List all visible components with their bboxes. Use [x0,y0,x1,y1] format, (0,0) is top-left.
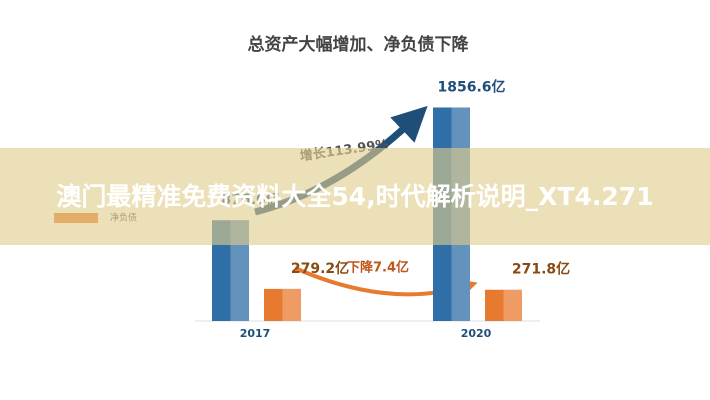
value-label: 271.8亿 [512,261,570,278]
bar-highlight [230,220,249,321]
value-label: 1856.6亿 [437,78,505,95]
bar-highlight [503,289,522,321]
chart-title: 总资产大幅增加、净负债下降 [248,34,470,55]
overlay-banner: 澳门最精准免费资料大全54,时代解析说明_XT4.271 [0,148,710,245]
bar [264,288,301,321]
bar [485,289,522,321]
decline-annotation: 下降7.4亿 [347,260,409,276]
bar-highlight [282,288,301,321]
x-tick-label: 2020 [461,327,492,340]
value-label: 279.2亿 [291,260,349,277]
x-tick-label: 2017 [240,327,271,340]
